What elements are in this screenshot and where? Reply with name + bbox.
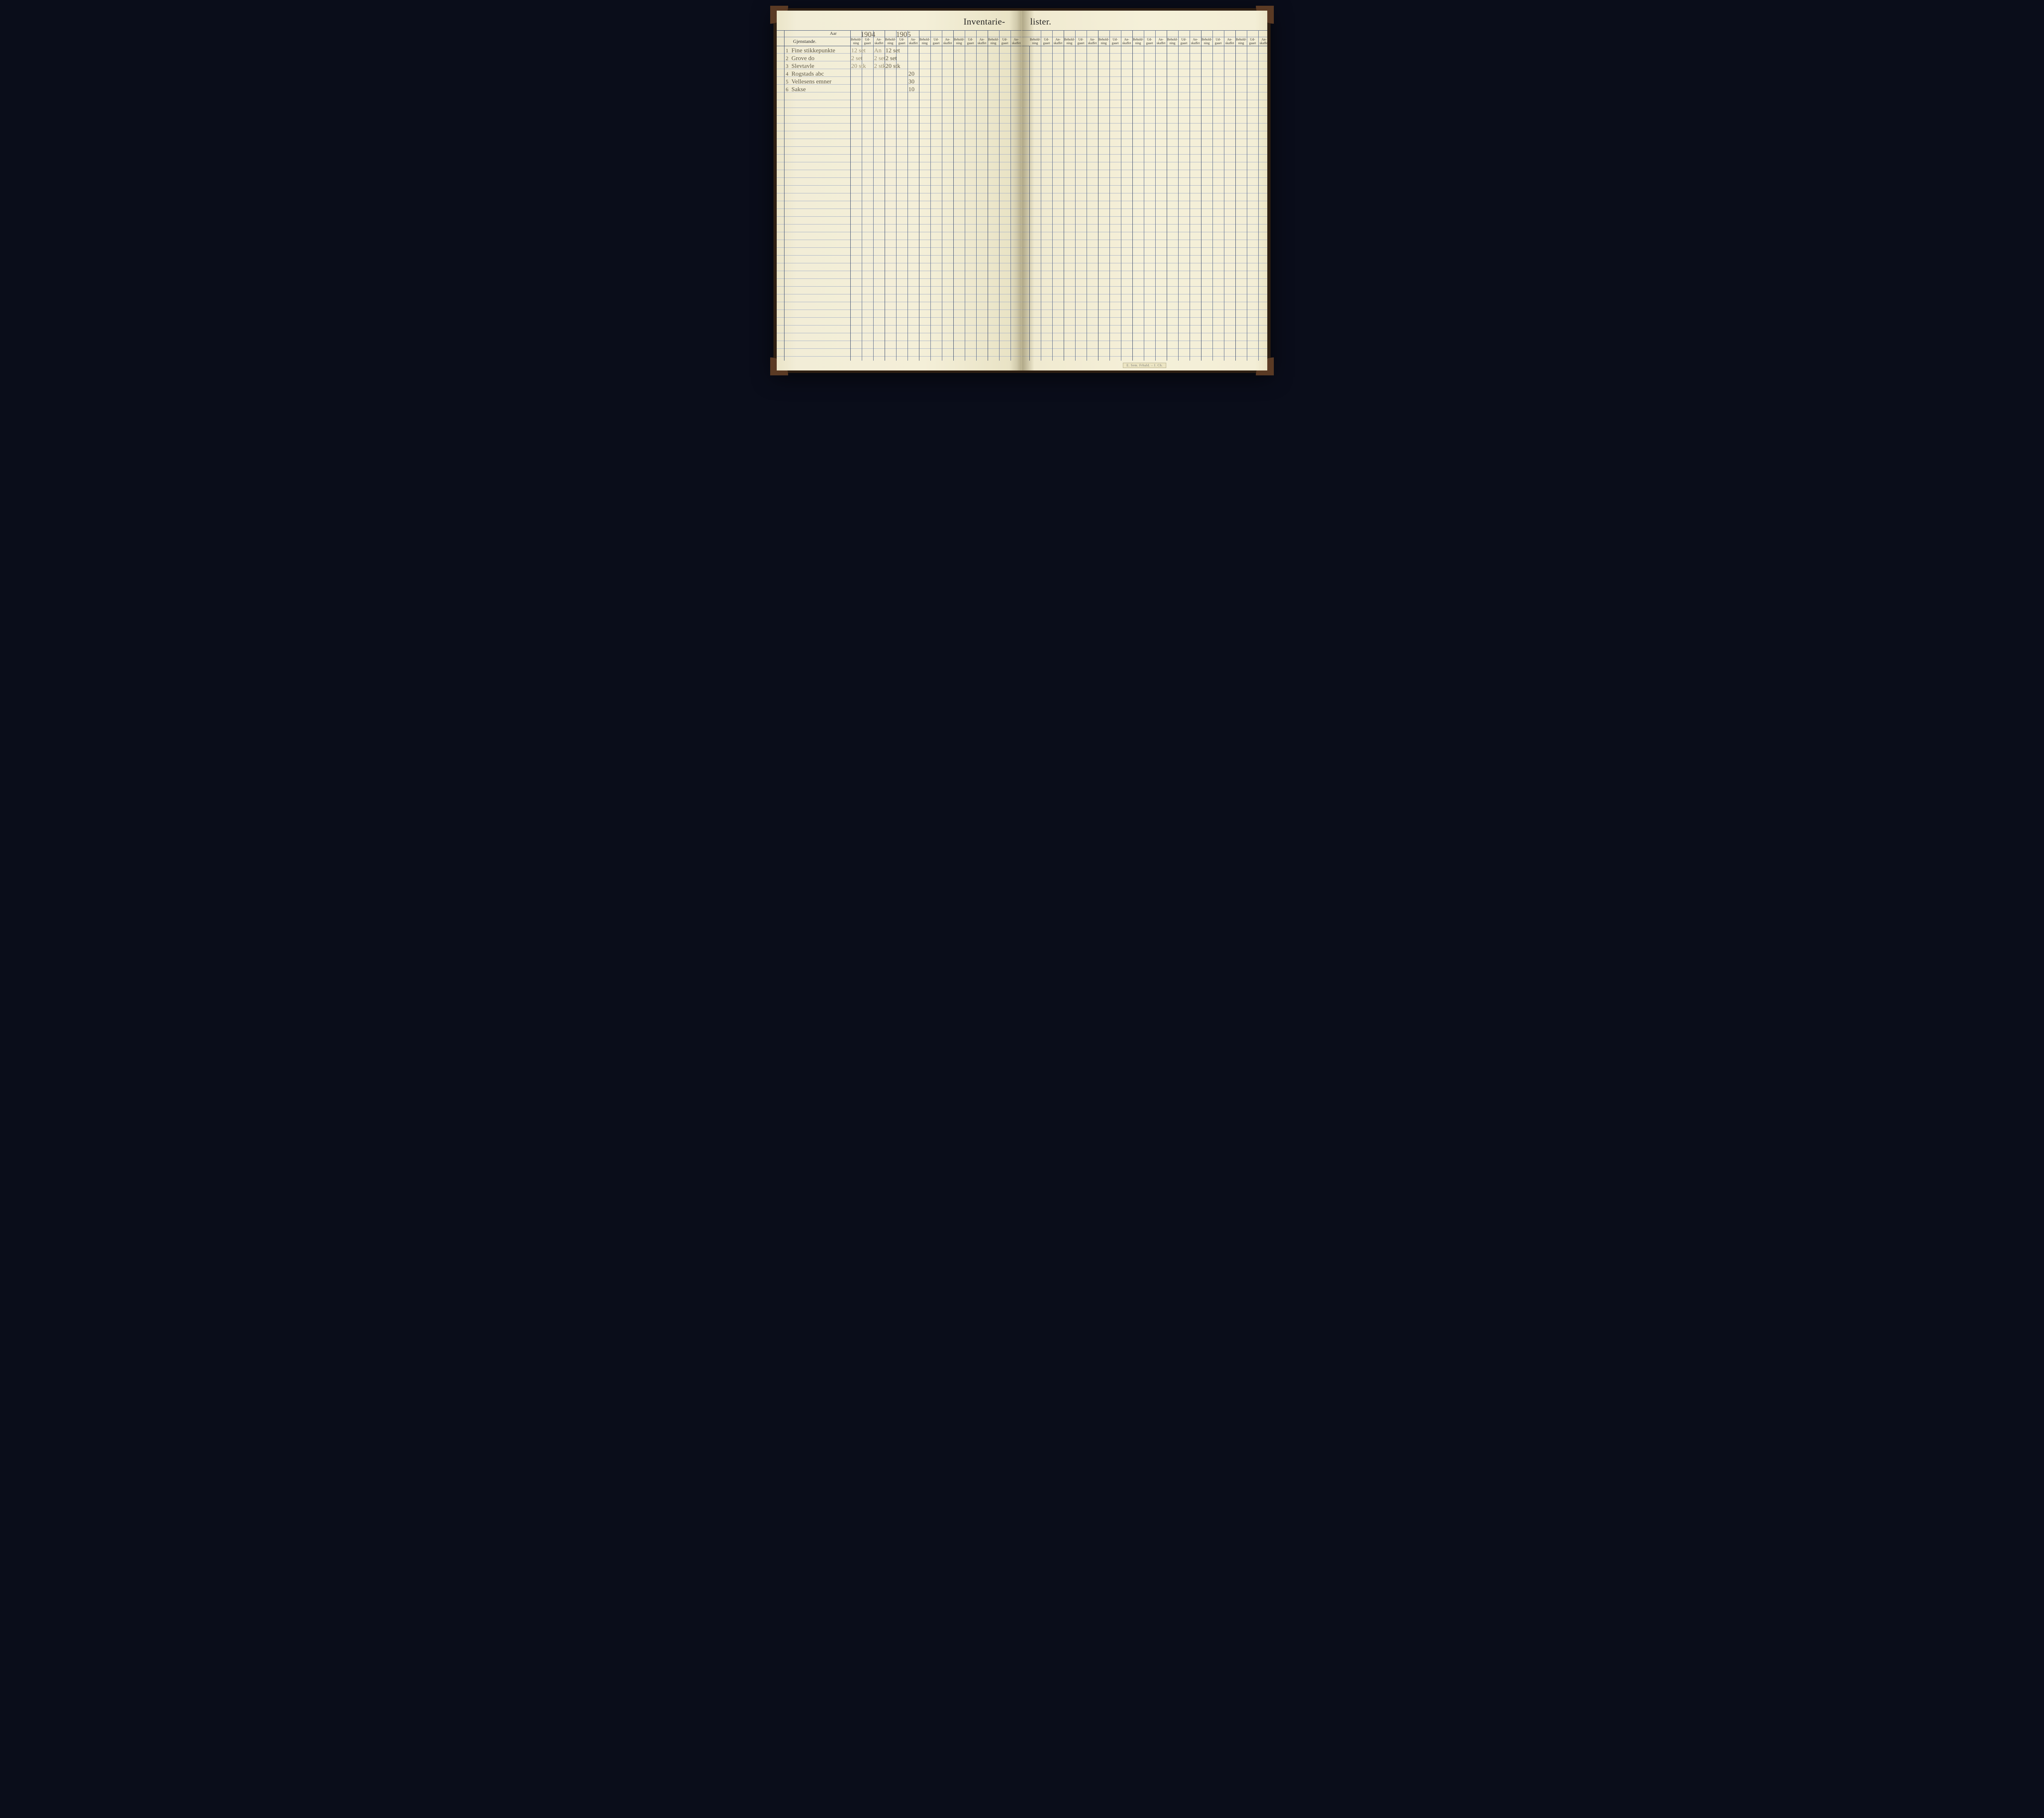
column-rule: [1109, 30, 1110, 361]
col-subhead: Ud- gaaet: [1247, 38, 1258, 45]
row-number: 3: [786, 63, 789, 70]
column-rule: [1155, 30, 1156, 361]
col-subhead: An- skaffet: [1052, 38, 1064, 45]
col-subhead: Behold- ning: [1098, 38, 1109, 45]
row-value: 20 stk: [851, 63, 866, 70]
row-desc: Vellesens emner: [791, 79, 831, 85]
column-rule: [1075, 30, 1076, 361]
col-subhead: Ud- gaaet: [862, 38, 873, 45]
col-subhead: Behold- ning: [919, 38, 930, 45]
page-left: Inventarie- Aar Gjenstande. 1904 1905 Be…: [777, 11, 1022, 370]
row-value: 12 set: [885, 47, 900, 54]
col-subhead: Ud- gaaet: [1041, 38, 1052, 45]
column-rule: [1052, 30, 1053, 361]
column-rule: [1029, 46, 1030, 361]
row-desc: Rogstads abc: [791, 71, 824, 78]
column-rule: [873, 30, 874, 361]
col-subhead: Behold- ning: [988, 38, 999, 45]
row-number: 2: [786, 55, 789, 62]
col-subhead: An- skaffet: [908, 38, 919, 45]
col-subhead: Ud- gaaet: [1109, 38, 1121, 45]
year-label: Aar: [830, 31, 837, 36]
col-subhead: An- skaffet: [1224, 38, 1235, 45]
row-desc: Slevtavle: [791, 63, 814, 70]
col-subhead: Ud- gaaet: [1144, 38, 1155, 45]
column-rule: [1258, 30, 1259, 361]
col-subhead: An- skaffet: [873, 38, 885, 45]
col-subhead: An- skaffet: [976, 38, 988, 45]
row-value: 2 set: [851, 55, 863, 62]
row-desc: Sakse: [791, 86, 806, 93]
col-subhead: An- skaffet: [1087, 38, 1098, 45]
desk: Inventarie- Aar Gjenstande. 1904 1905 Be…: [0, 0, 2044, 1818]
col-subhead: An- skaffet: [1258, 38, 1267, 45]
col-subhead: Ud- gaaet: [896, 38, 908, 45]
col-subhead: Ud- gaaet: [930, 38, 942, 45]
column-rule: [976, 30, 977, 361]
col-subhead: Behold- ning: [1132, 38, 1144, 45]
printer-mark: E. Sem. Frhald. – J. Ch.: [1123, 363, 1166, 368]
col-subhead: An- skaffet: [942, 38, 953, 45]
column-rule: [953, 30, 954, 361]
col-subhead: Behold- ning: [953, 38, 965, 45]
column-rule: [930, 30, 931, 361]
col-subhead: An- skaffet: [1190, 38, 1201, 45]
column-rule: [850, 46, 851, 361]
col-subhead: Behold- ning: [1167, 38, 1178, 45]
col-subhead: Behold- ning: [885, 38, 896, 45]
column-rule: [1178, 30, 1179, 361]
page-right: lister. Behold- ningUd- gaaetAn- skaffet…: [1022, 11, 1267, 370]
column-rule: [1235, 30, 1236, 361]
row-value: 20 stk: [885, 63, 900, 70]
col-subhead: An- skaffet: [1155, 38, 1167, 45]
col-subhead: Behold- ning: [1029, 38, 1041, 45]
ledger-lines: [1022, 46, 1267, 361]
col-subhead: Ud- gaaet: [1178, 38, 1190, 45]
row-number: 6: [786, 86, 789, 93]
row-value: 30: [908, 79, 914, 85]
col-subhead: An- skaffet: [1011, 38, 1022, 45]
row-value: 2 set: [874, 55, 885, 62]
ledger-book: Inventarie- Aar Gjenstande. 1904 1905 Be…: [773, 8, 1271, 373]
col-subhead: Behold- ning: [850, 38, 862, 45]
row-number: 4: [786, 71, 789, 77]
row-value: 10: [908, 86, 914, 93]
row-number: 5: [786, 79, 789, 85]
row-value: 2 stk: [874, 63, 886, 70]
row-value: 12 set: [851, 47, 865, 54]
row-value: An: [874, 47, 881, 54]
col-subhead: Behold- ning: [1201, 38, 1213, 45]
column-rule: [999, 30, 1000, 361]
row-value: 20: [908, 71, 914, 78]
row-desc: Fine stikkepunkte: [791, 47, 835, 54]
rule: [1022, 30, 1267, 31]
gjenstande-header: Gjenstande.: [793, 38, 816, 45]
col-subhead: An- skaffet: [1121, 38, 1132, 45]
row-desc: Grove do: [791, 55, 814, 62]
ledger-lines: [777, 46, 1022, 361]
row-number: 1: [786, 47, 789, 54]
col-subhead: Behold- ning: [1064, 38, 1075, 45]
row-value: 2 set: [885, 55, 897, 62]
col-subhead: Ud- gaaet: [1075, 38, 1087, 45]
col-subhead: Ud- gaaet: [1213, 38, 1224, 45]
col-subhead: Ud- gaaet: [999, 38, 1011, 45]
page-title-right: lister.: [1030, 16, 1051, 27]
column-rule: [1132, 30, 1133, 361]
col-subhead: Ud- gaaet: [965, 38, 976, 45]
col-subhead: Behold- ning: [1235, 38, 1247, 45]
page-title-left: Inventarie-: [964, 16, 1005, 27]
